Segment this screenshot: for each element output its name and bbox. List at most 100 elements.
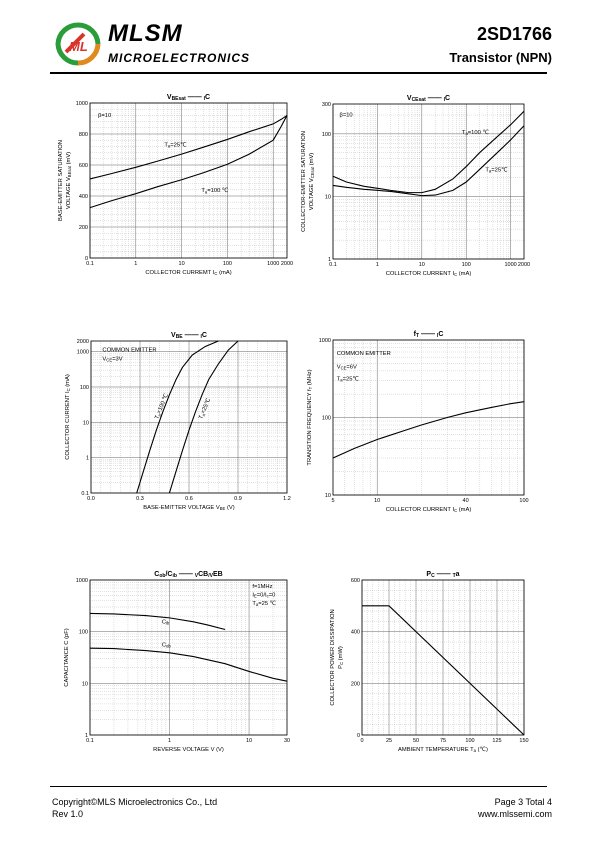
x-tick-label: 50: [413, 738, 419, 744]
x-tick-label: 10: [246, 738, 252, 744]
x-tick-label: 1: [134, 261, 137, 267]
series-line: [89, 115, 288, 209]
x-tick-label: 30: [284, 738, 290, 744]
y-axis-label: TRANSITION FREQUENCY fT (MHz): [307, 369, 313, 465]
y-tick-label: 400: [79, 194, 88, 200]
x-tick-label: 1: [168, 738, 171, 744]
y-axis-label: COLLECTOR POWER DISSIPATION: [330, 609, 336, 705]
chart-note: Ta=25 ℃: [252, 600, 276, 607]
series-line: [136, 340, 219, 494]
revision-text: Rev 1.0: [52, 809, 84, 819]
y-tick-label: 200: [79, 225, 88, 231]
chart-note: VCE=3V: [102, 357, 122, 363]
plot-frame: [332, 103, 525, 260]
grid: [332, 103, 525, 260]
copyright-text: Copyright©MLS Microelectronics Co., Ltd: [52, 797, 218, 807]
y-tick-label: 100: [79, 630, 88, 636]
series-line: [362, 605, 525, 736]
series-label: Ta=25℃: [164, 141, 187, 148]
x-tick-label: 75: [440, 738, 446, 744]
x-axis-label: COLLECTOR CURRENT IC (mA): [386, 507, 472, 513]
plot-frame: [332, 339, 525, 496]
x-axis-label: AMBIENT TEMPERATURE Ta (℃): [398, 746, 488, 753]
chart-power-vs-temperature: 0 25 50 75 100 125 150 0 200 400 600 PC —— Ta AMBIEN…: [330, 571, 529, 753]
x-tick-label: 10: [374, 498, 380, 504]
header-divider: [50, 72, 547, 74]
company-logo: ML: [55, 22, 101, 66]
chart-title: Cob/Cib —— VCB/VEB: [154, 571, 222, 579]
y-axis-label-units: VOLTAGE VCEsat (mV): [309, 153, 315, 211]
x-tick-label: 100: [223, 261, 232, 267]
y-tick-label: 100: [80, 385, 89, 391]
y-tick-label: 0.1: [81, 491, 89, 497]
chart-note: IE=0/Ic=0: [252, 592, 275, 598]
part-number: 2SD1766: [476, 24, 552, 44]
part-type: Transistor (NPN): [449, 50, 552, 65]
y-tick-label: 1: [328, 257, 331, 263]
x-axis-label: REVERSE VOLTAGE V (V): [153, 747, 224, 753]
y-axis-label: COLLECTOR-EMITTER SATURATION: [301, 131, 307, 232]
x-tick-label: 125: [492, 738, 501, 744]
chart-note: β=10: [98, 113, 111, 119]
x-tick-label: 1: [376, 262, 379, 268]
y-tick-label: 2000: [77, 339, 89, 345]
logo-letters: ML: [69, 39, 88, 54]
chart-note: β=10: [339, 112, 352, 118]
series-line: [89, 647, 288, 682]
x-tick-label: 5: [331, 498, 334, 504]
y-axis-label: COLLECTOR CURRENT IC (mA): [65, 374, 71, 460]
series-line: [332, 401, 525, 459]
x-tick-label: 0.1: [86, 261, 94, 267]
page-number: Page 3 Total 4: [494, 797, 552, 807]
x-axis-label: BASE-EMITTER VOLTAGE VBE (V): [143, 505, 234, 511]
series-label: Cib: [162, 619, 170, 625]
series-line: [168, 340, 239, 494]
chart-note: COMMON EMITTER: [337, 351, 391, 357]
x-tick-label: 0.1: [329, 262, 337, 268]
y-tick-label: 400: [351, 630, 360, 636]
y-tick-label: 200: [351, 681, 360, 687]
x-tick-label: 1.2: [283, 496, 291, 502]
y-axis-label: BASE-EMITTER SATURATION: [58, 140, 64, 221]
footer-divider: [50, 786, 547, 787]
y-tick-label: 800: [79, 132, 88, 138]
chart-title: PC —— Ta: [426, 571, 459, 579]
x-tick-label: 2000: [518, 262, 530, 268]
series-line: [332, 125, 525, 197]
x-tick-label: 1000: [267, 261, 279, 267]
y-tick-label: 0: [85, 256, 88, 262]
plot-frame: [89, 579, 288, 736]
y-tick-label: 100: [322, 416, 331, 422]
x-tick-label: 150: [519, 738, 528, 744]
grid: [332, 339, 525, 496]
x-tick-label: 0.3: [136, 496, 144, 502]
x-tick-label: 25: [386, 738, 392, 744]
brand-name: MLSM: [108, 20, 183, 47]
website-link[interactable]: www.mlssemi.com: [477, 809, 552, 819]
series-line: [332, 110, 525, 194]
y-tick-label: 1000: [76, 578, 88, 584]
y-tick-label: 1000: [76, 101, 88, 107]
plot-frame: [90, 340, 288, 494]
y-axis-label-units: VOLTAGE VBEsat (mV): [66, 152, 72, 209]
x-tick-label: 0.1: [86, 738, 94, 744]
chart-note: f=1MHz: [252, 584, 272, 590]
grid: [89, 102, 288, 259]
y-tick-label: 1000: [77, 350, 89, 356]
chart-vbe-vs-ic: 0.0 0.3 0.6 0.9 1.2 0.1 1 10 100 1000 2000 VBE —— I…: [65, 332, 291, 511]
series-label: Cob: [162, 642, 172, 648]
chart-title: VBE —— IC: [171, 332, 207, 340]
chart-note: VCE=6V: [337, 364, 357, 370]
chart-note: Ta=25℃: [337, 376, 360, 383]
x-tick-label: 0.9: [234, 496, 242, 502]
y-axis-label: CAPACITANCE C (pF): [64, 628, 70, 686]
series-line: [89, 114, 288, 180]
x-tick-label: 1000: [505, 262, 517, 268]
y-tick-label: 10: [82, 681, 88, 687]
y-tick-label: 600: [79, 163, 88, 169]
x-axis-label: COLLECTOR CURREMT IC (mA): [145, 270, 231, 276]
y-axis-label-units: PC (mW): [338, 646, 344, 669]
x-tick-label: 100: [465, 738, 474, 744]
